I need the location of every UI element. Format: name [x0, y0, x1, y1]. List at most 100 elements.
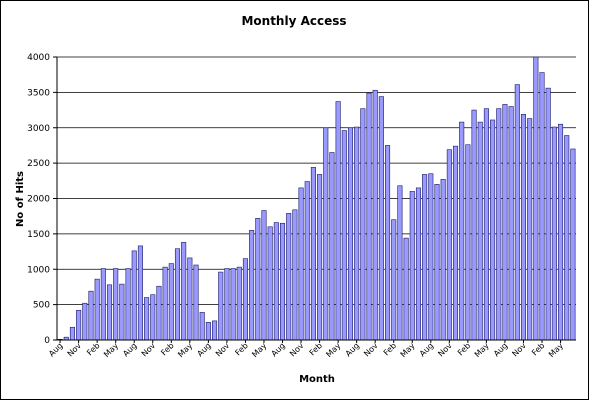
bar — [477, 121, 483, 341]
gridlines — [53, 56, 576, 341]
y-tick-label: 0 — [44, 336, 50, 346]
y-tick-label: 3500 — [27, 88, 50, 98]
bar — [310, 167, 316, 341]
bar — [286, 213, 292, 341]
bar — [391, 219, 397, 341]
bar — [564, 135, 570, 341]
bar — [409, 191, 415, 341]
bar — [162, 266, 168, 341]
x-tick-label: Nov — [214, 341, 232, 359]
bar — [212, 320, 218, 341]
bar — [298, 187, 304, 341]
bar — [69, 326, 75, 341]
bar — [372, 89, 378, 341]
bar — [88, 290, 94, 341]
bar — [558, 123, 564, 341]
bar — [397, 185, 403, 341]
bar — [230, 268, 236, 341]
bar — [144, 297, 150, 341]
y-tick-label: 1500 — [27, 230, 50, 240]
bar — [181, 242, 187, 341]
bar — [545, 87, 551, 341]
x-tick-label: Aug — [195, 341, 212, 358]
bar — [174, 248, 181, 341]
x-tick-label: May — [473, 341, 491, 359]
x-tick-label: Feb — [308, 341, 324, 357]
x-tick-label: Feb — [382, 341, 398, 357]
bar — [119, 283, 125, 341]
bar — [440, 179, 446, 341]
x-tick-label: Nov — [66, 341, 84, 359]
bar — [360, 108, 366, 341]
bar — [156, 285, 162, 341]
bar — [483, 108, 489, 341]
bar — [205, 322, 211, 341]
bar — [539, 72, 545, 341]
x-tick-label: Nov — [140, 341, 158, 359]
y-tick-label: 3000 — [27, 124, 50, 134]
bar — [279, 222, 286, 341]
x-tick-label: Feb — [530, 341, 546, 357]
bar — [199, 312, 205, 341]
bar — [385, 145, 391, 341]
x-tick-label: Aug — [418, 341, 435, 358]
bar — [76, 309, 82, 341]
x-tick-label: May — [250, 341, 268, 359]
bar — [508, 106, 514, 341]
x-tick-label: May — [176, 341, 194, 359]
bar — [415, 187, 421, 341]
bar — [304, 181, 310, 341]
x-tick-label: Nov — [362, 341, 380, 359]
bar — [514, 84, 520, 341]
bar — [94, 278, 100, 341]
bar — [218, 271, 224, 341]
bar — [249, 230, 255, 341]
bar — [273, 222, 279, 341]
y-tick-label: 4000 — [27, 53, 50, 63]
bar — [323, 127, 329, 341]
x-tick-label: Aug — [121, 341, 138, 358]
bar — [403, 237, 409, 341]
y-tick-label: 2000 — [27, 195, 50, 205]
x-tick-label: Feb — [456, 341, 472, 357]
bar — [168, 263, 174, 341]
y-tick-label: 2500 — [27, 159, 50, 169]
axes — [56, 57, 576, 341]
bar — [459, 121, 465, 341]
bar — [428, 173, 434, 341]
bar — [335, 101, 341, 341]
x-tick-label: Feb — [85, 341, 101, 357]
bar — [551, 126, 557, 341]
bar — [434, 184, 440, 341]
x-tick-label: May — [324, 341, 342, 359]
x-tick-label: Nov — [436, 341, 454, 359]
bar — [502, 104, 508, 341]
bar — [267, 226, 273, 341]
bar — [520, 114, 527, 341]
bar — [125, 268, 131, 341]
bar — [354, 126, 360, 341]
bar — [446, 149, 452, 341]
bar — [236, 266, 242, 341]
bar — [100, 268, 106, 341]
bar — [341, 130, 347, 341]
y-axis-title: No of Hits — [15, 171, 26, 227]
bar — [527, 118, 533, 341]
y-tick-labels: 0 500 1000 1500 2000 2500 3000 3500 4000 — [27, 53, 50, 346]
bar — [106, 284, 113, 341]
x-tick-label: May — [399, 341, 417, 359]
chart-title: Monthly Access — [241, 14, 346, 28]
bar — [131, 250, 137, 341]
x-tick-label: Nov — [288, 341, 306, 359]
x-axis-title: Month — [299, 374, 335, 385]
bar — [490, 119, 496, 341]
x-tick-label: Aug — [270, 341, 287, 358]
bar — [187, 257, 193, 341]
bar — [329, 152, 335, 341]
x-tick-labels: Aug Nov Feb May Aug Nov Feb May Aug Nov Feb May Aug N… — [47, 340, 565, 359]
x-tick-label: Feb — [233, 341, 249, 357]
bar — [465, 144, 471, 341]
bar — [113, 268, 119, 341]
bar — [224, 268, 230, 341]
